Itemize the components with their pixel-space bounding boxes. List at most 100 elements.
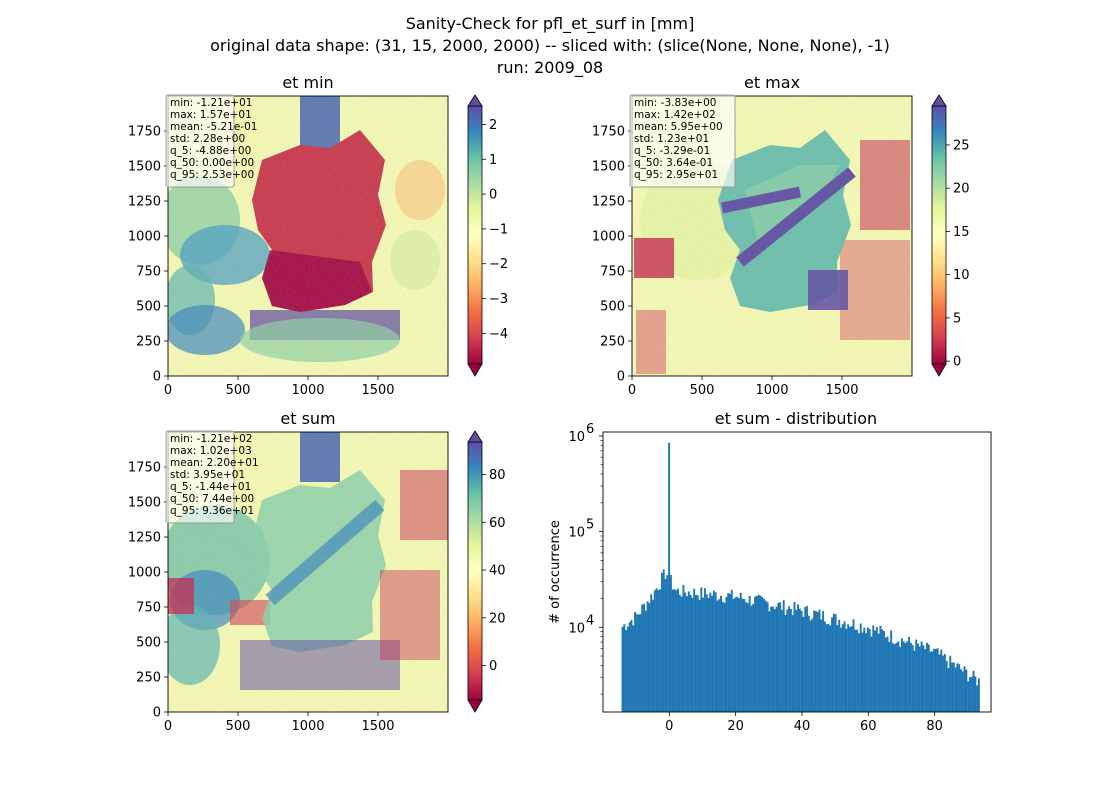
- histogram-bar: [865, 632, 868, 712]
- histogram-bar: [777, 602, 780, 712]
- axis-ticks-et-max: 0 500 1000 1500 0 250 500 750 1000 1250 1500 1750: [592, 125, 859, 399]
- histogram-bar: [729, 593, 731, 712]
- colorbar-tick-label: 25: [953, 138, 970, 153]
- histogram-bar: [879, 625, 882, 712]
- x-tick-label: 1500: [361, 383, 394, 398]
- histogram-bar: [641, 604, 644, 712]
- histogram-bar: [872, 625, 875, 712]
- histogram-bar: [628, 622, 631, 712]
- histogram-bar: [960, 669, 962, 712]
- stats-box-et-min: min: -1.21e+01 max: 1.57e+01 mean: -5.21…: [165, 94, 257, 188]
- histogram-bar: [698, 599, 701, 712]
- y-tick-label: 250: [136, 671, 161, 686]
- histogram-bar: [956, 663, 959, 712]
- histogram-bar: [954, 667, 957, 712]
- histogram-bar: [725, 596, 728, 712]
- histogram-bar: [970, 676, 973, 712]
- histogram-bar: [739, 592, 742, 712]
- histogram-bar: [813, 610, 816, 712]
- colorbar-tick-label: 15: [953, 225, 970, 240]
- histogram-bar: [852, 619, 855, 712]
- colorbar-et-sum: 0 20 40 60 80: [467, 430, 506, 713]
- histogram-bar: [686, 596, 688, 712]
- histogram-bar: [945, 660, 948, 712]
- histogram-bar: [625, 630, 628, 712]
- histogram-bar: [843, 621, 846, 712]
- histogram-bar: [847, 624, 850, 712]
- histogram-bar: [820, 619, 823, 712]
- histogram-bar: [736, 596, 739, 712]
- histogram-bar: [904, 643, 907, 712]
- histogram-bar: [840, 627, 842, 712]
- histogram-bar: [915, 639, 918, 712]
- x-tick-label: 20: [727, 719, 744, 734]
- histogram-bar: [933, 648, 936, 712]
- histogram-bar: [763, 598, 765, 712]
- histogram-bar: [635, 614, 638, 712]
- histogram-bar: [682, 584, 685, 712]
- histogram-bar: [795, 609, 798, 712]
- histogram-bar: [961, 671, 964, 712]
- panel-title-et-max: et max: [744, 73, 800, 92]
- y-tick-label: 1250: [128, 531, 161, 546]
- y-tick-label: 1750: [128, 125, 161, 140]
- stat-min: min: -3.83e+00: [634, 97, 716, 109]
- histogram-bar: [906, 641, 909, 712]
- y-tick-label: 1000: [592, 230, 625, 245]
- histogram-bar: [732, 598, 735, 712]
- histogram-bar: [929, 651, 932, 712]
- histogram-bar: [655, 588, 658, 712]
- histogram-bar: [759, 595, 762, 712]
- histogram-bar: [768, 611, 771, 712]
- y-tick-label: 500: [600, 300, 625, 315]
- histogram-bar: [850, 626, 853, 712]
- histogram-bar: [856, 629, 859, 712]
- histogram-bar: [668, 442, 671, 712]
- histogram-bar: [745, 602, 748, 712]
- colorbar-tick-label: 0: [489, 659, 497, 674]
- svg-text:5: 5: [586, 518, 594, 533]
- histogram-bar: [866, 627, 869, 712]
- histogram-bar: [716, 600, 719, 712]
- histogram-bar: [911, 645, 914, 712]
- histogram-bar: [938, 654, 941, 712]
- stat-max: max: 1.02e+03: [170, 445, 252, 457]
- histogram-bar: [965, 669, 968, 712]
- histogram-bar: [927, 644, 930, 712]
- histogram-bar: [967, 681, 970, 712]
- histogram-bar: [737, 598, 740, 712]
- y-tick-label: 1250: [128, 195, 161, 210]
- histogram-bar: [691, 597, 694, 712]
- histogram-bar: [673, 589, 676, 712]
- stat-q95: q_95: 9.36e+01: [170, 505, 254, 517]
- colorbar-tick-label: 80: [489, 468, 506, 483]
- histogram-bar: [671, 589, 674, 712]
- histogram-bar: [634, 611, 637, 712]
- stat-q5: q_5: -3.29e-01: [634, 145, 710, 157]
- histogram-bar: [678, 594, 681, 712]
- histogram-bar: [822, 611, 825, 712]
- colorbar-tick-label: 5: [953, 311, 961, 326]
- histogram-bar: [940, 649, 943, 712]
- y-tick-label: 1250: [592, 195, 625, 210]
- histogram-bar: [943, 654, 946, 712]
- x-tick-label: 80: [926, 719, 943, 734]
- histogram-bar: [714, 592, 717, 712]
- histogram-bar: [952, 662, 955, 712]
- stat-std: std: 2.28e+00: [170, 133, 245, 145]
- y-tick-label: 250: [600, 335, 625, 350]
- stat-q95: q_95: 2.95e+01: [634, 169, 718, 181]
- histogram-bar: [836, 625, 839, 712]
- histogram-bar: [662, 569, 665, 712]
- histogram-bar: [782, 600, 785, 712]
- y-axis-label-distribution: # of occurrence: [548, 520, 563, 624]
- histogram-bar: [650, 594, 653, 712]
- histogram-bar: [623, 624, 626, 712]
- histogram-bar: [687, 591, 690, 712]
- histogram-bar: [664, 578, 667, 712]
- stat-q50: q_50: 7.44e+00: [170, 493, 254, 505]
- suptitle-line-3: run: 2009_08: [497, 58, 603, 78]
- histogram-bar: [868, 629, 871, 712]
- histogram-bar: [942, 655, 945, 712]
